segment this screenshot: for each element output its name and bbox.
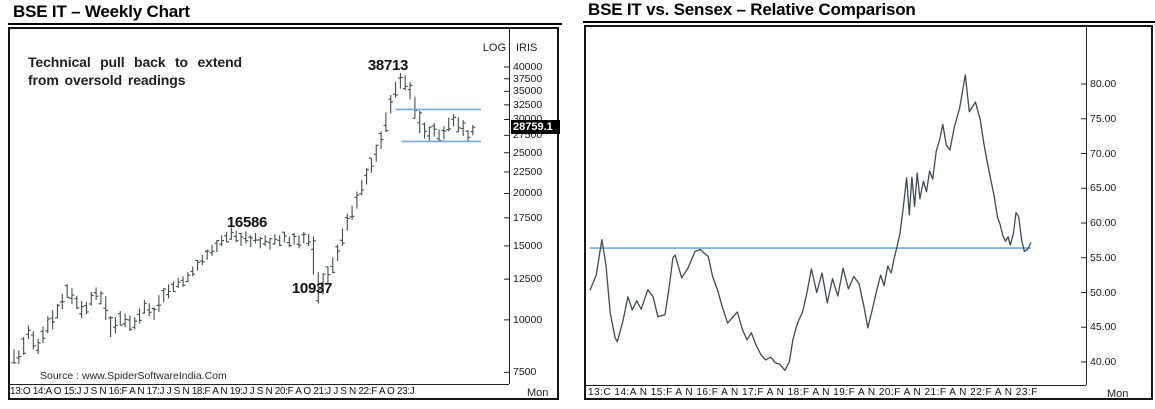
right-chart-panel [584,25,1153,400]
left-chart-panel [8,27,559,400]
price-annotation: 10937 [291,280,333,297]
right-y-axis-label: 60.00 [1090,217,1117,229]
right-y-axis-label: 65.00 [1090,182,1117,195]
left-y-axis-label: 17500 [513,211,543,224]
left-y-axis-label: 25000 [513,146,543,159]
relative-strength-line [589,74,1032,371]
iris-label: IRIS [516,42,538,54]
left-y-axis-label: 35000 [513,85,543,98]
right-timeframe-label: Mon [1107,388,1129,400]
right-x-axis-dates: 13:C 14:A N 15:F A N 16:F A N 17:F A N 1… [588,387,1038,398]
price-annotation: 38713 [367,57,409,74]
current-price-box: 28759.1 [511,120,560,134]
left-timeframe-label: Mon [527,387,549,399]
left-y-axis-label: 32500 [513,98,543,111]
left-chart-title: BSE IT – Weekly Chart [8,2,562,25]
left-y-axis-label: 20000 [513,187,543,200]
right-y-axis-label: 75.00 [1090,112,1117,125]
left-y-axis-label: 37500 [513,72,543,85]
left-y-axis-label: 15000 [513,239,543,252]
left-y-axis-label: 40000 [513,61,543,73]
right-y-axis-label: 70.00 [1090,147,1117,160]
right-y-axis-label: 80.00 [1090,78,1117,90]
left-y-axis-label: 10000 [513,313,543,326]
left-x-axis-dates: 13:O 14:A O 15:J J S N 16:F A N 17:J J S… [10,386,415,397]
right-y-axis-label: 55.00 [1090,251,1117,264]
right-y-axis-label: 50.00 [1090,286,1117,299]
log-scale-label: LOG [482,42,506,54]
left-chart-note: Technical pull back to extend from overs… [28,54,242,89]
source-credit: Source : www.SpiderSoftwareIndia.Com [40,370,227,382]
right-y-axis-label: 45.00 [1090,321,1117,334]
price-annotation: 16586 [226,214,268,231]
left-y-axis-label: 7500 [513,366,537,379]
right-y-axis-label: 40.00 [1090,356,1117,368]
left-y-axis-label: 12500 [513,273,543,286]
left-y-axis-label: 22500 [513,165,543,178]
right-chart-title: BSE IT vs. Sensex – Relative Comparison [583,0,1155,23]
